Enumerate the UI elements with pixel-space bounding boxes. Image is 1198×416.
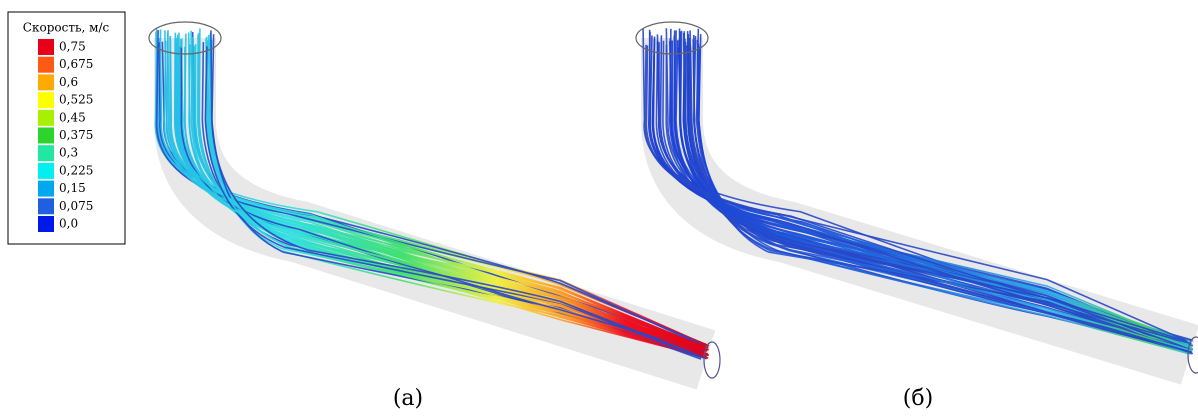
- caption: (б): [903, 386, 933, 411]
- legend-label: 0,525: [59, 93, 93, 107]
- legend-title: Скорость, м/с: [23, 21, 110, 35]
- caption: (а): [393, 386, 423, 411]
- legend-label: 0,0: [59, 217, 78, 231]
- legend-swatch: [38, 128, 54, 144]
- legend: Скорость, м/с 0,75 0,675 0,6 0,525 0,45 0,375…: [8, 12, 125, 244]
- legend-swatch: [38, 181, 54, 197]
- legend-label: 0,075: [59, 199, 93, 213]
- pipe-outlet: [704, 342, 720, 378]
- legend-swatch: [38, 145, 54, 161]
- legend-label: 0,675: [59, 57, 93, 71]
- streamlines: [149, 22, 1198, 378]
- legend-swatch: [38, 216, 54, 232]
- legend-swatch: [38, 198, 54, 214]
- legend-label: 0,75: [59, 40, 86, 54]
- legend-label: 0,3: [59, 146, 78, 160]
- legend-swatch: [38, 110, 54, 126]
- legend-label: 0,225: [59, 163, 93, 177]
- figure: Скорость, м/с 0,75 0,675 0,6 0,525 0,45 0,375…: [0, 0, 1198, 416]
- legend-label: 0,45: [59, 110, 86, 124]
- legend-label: 0,15: [59, 181, 86, 195]
- legend-label: 0,375: [59, 128, 93, 142]
- legend-swatch: [38, 74, 54, 90]
- legend-label: 0,6: [59, 75, 78, 89]
- legend-swatch: [38, 92, 54, 108]
- legend-swatch: [38, 39, 54, 55]
- legend-swatch: [38, 163, 54, 179]
- legend-swatch: [38, 57, 54, 73]
